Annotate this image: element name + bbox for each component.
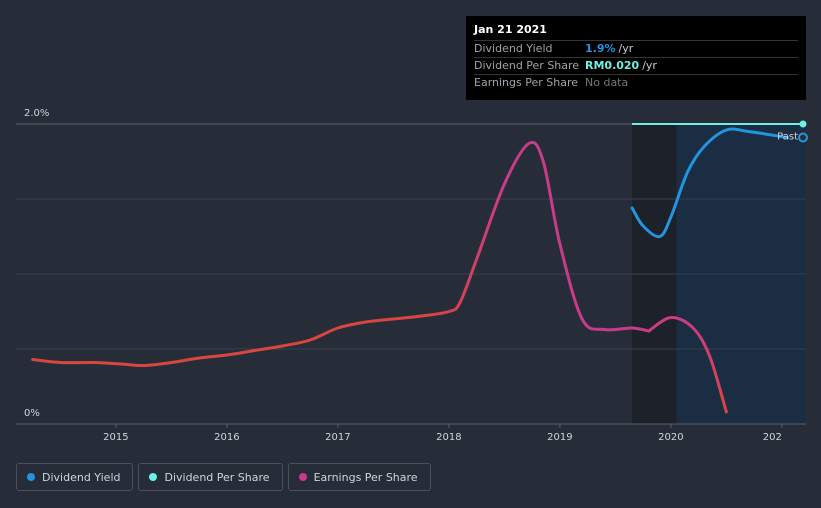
x-axis-tick-label: 2016: [214, 432, 239, 443]
legend-item-dividend-yield[interactable]: Dividend Yield: [16, 463, 134, 491]
tooltip-unit: /yr: [618, 42, 634, 55]
x-axis-tick-label: 2017: [325, 432, 350, 443]
dividend-per-share-end-point: [799, 120, 807, 128]
tooltip: Jan 21 2021 Dividend Yield 1.9% /yr Divi…: [466, 16, 806, 100]
legend-item-earnings-per-share[interactable]: Earnings Per Share: [287, 463, 431, 491]
x-axis-tick-label: 2020: [658, 432, 683, 443]
x-axis-tick-label: 202: [763, 432, 782, 443]
tooltip-value: RM0.020: [585, 59, 640, 72]
y-axis-top-label: 2.0%: [24, 108, 49, 119]
tooltip-unit: /yr: [642, 59, 657, 72]
legend-label: Dividend Per Share: [164, 470, 270, 484]
legend-dot-icon: [149, 473, 158, 481]
tooltip-row-earnings-per-share: Earnings Per Share No data: [474, 74, 798, 91]
x-axis-tick-label: 2015: [103, 432, 128, 443]
tooltip-row-dividend-per-share: Dividend Per Share RM0.020 /yr: [474, 57, 798, 74]
earnings-per-share-line-recent: [647, 315, 728, 414]
y-axis-bottom-label: 0%: [24, 408, 40, 419]
tooltip-date: Jan 21 2021: [474, 23, 547, 36]
tooltip-label: Dividend Yield: [474, 42, 553, 55]
legend-label: Dividend Yield: [42, 470, 121, 484]
legend-dot-icon: [298, 473, 307, 481]
tooltip-value: 1.9%: [585, 42, 616, 55]
dividend-yield-end-point: [798, 132, 808, 143]
tooltip-no-data: No data: [585, 76, 629, 89]
dividend-yield-line: [630, 127, 789, 239]
x-axis-tick-label: 2018: [436, 432, 461, 443]
tooltip-label: Earnings Per Share: [474, 76, 579, 89]
earnings-per-share-line: [31, 140, 651, 368]
tooltip-label: Dividend Per Share: [474, 59, 580, 72]
legend-item-dividend-per-share[interactable]: Dividend Per Share: [138, 463, 283, 491]
legend-dot-icon: [27, 473, 35, 481]
legend-label: Earnings Per Share: [313, 470, 418, 484]
tooltip-row-dividend-yield: Dividend Yield 1.9% /yr: [474, 40, 798, 57]
x-axis-tick-label: 2019: [547, 432, 572, 443]
legend: Dividend Yield Dividend Per Share Earnin…: [16, 463, 431, 491]
past-label: Past: [777, 132, 798, 143]
